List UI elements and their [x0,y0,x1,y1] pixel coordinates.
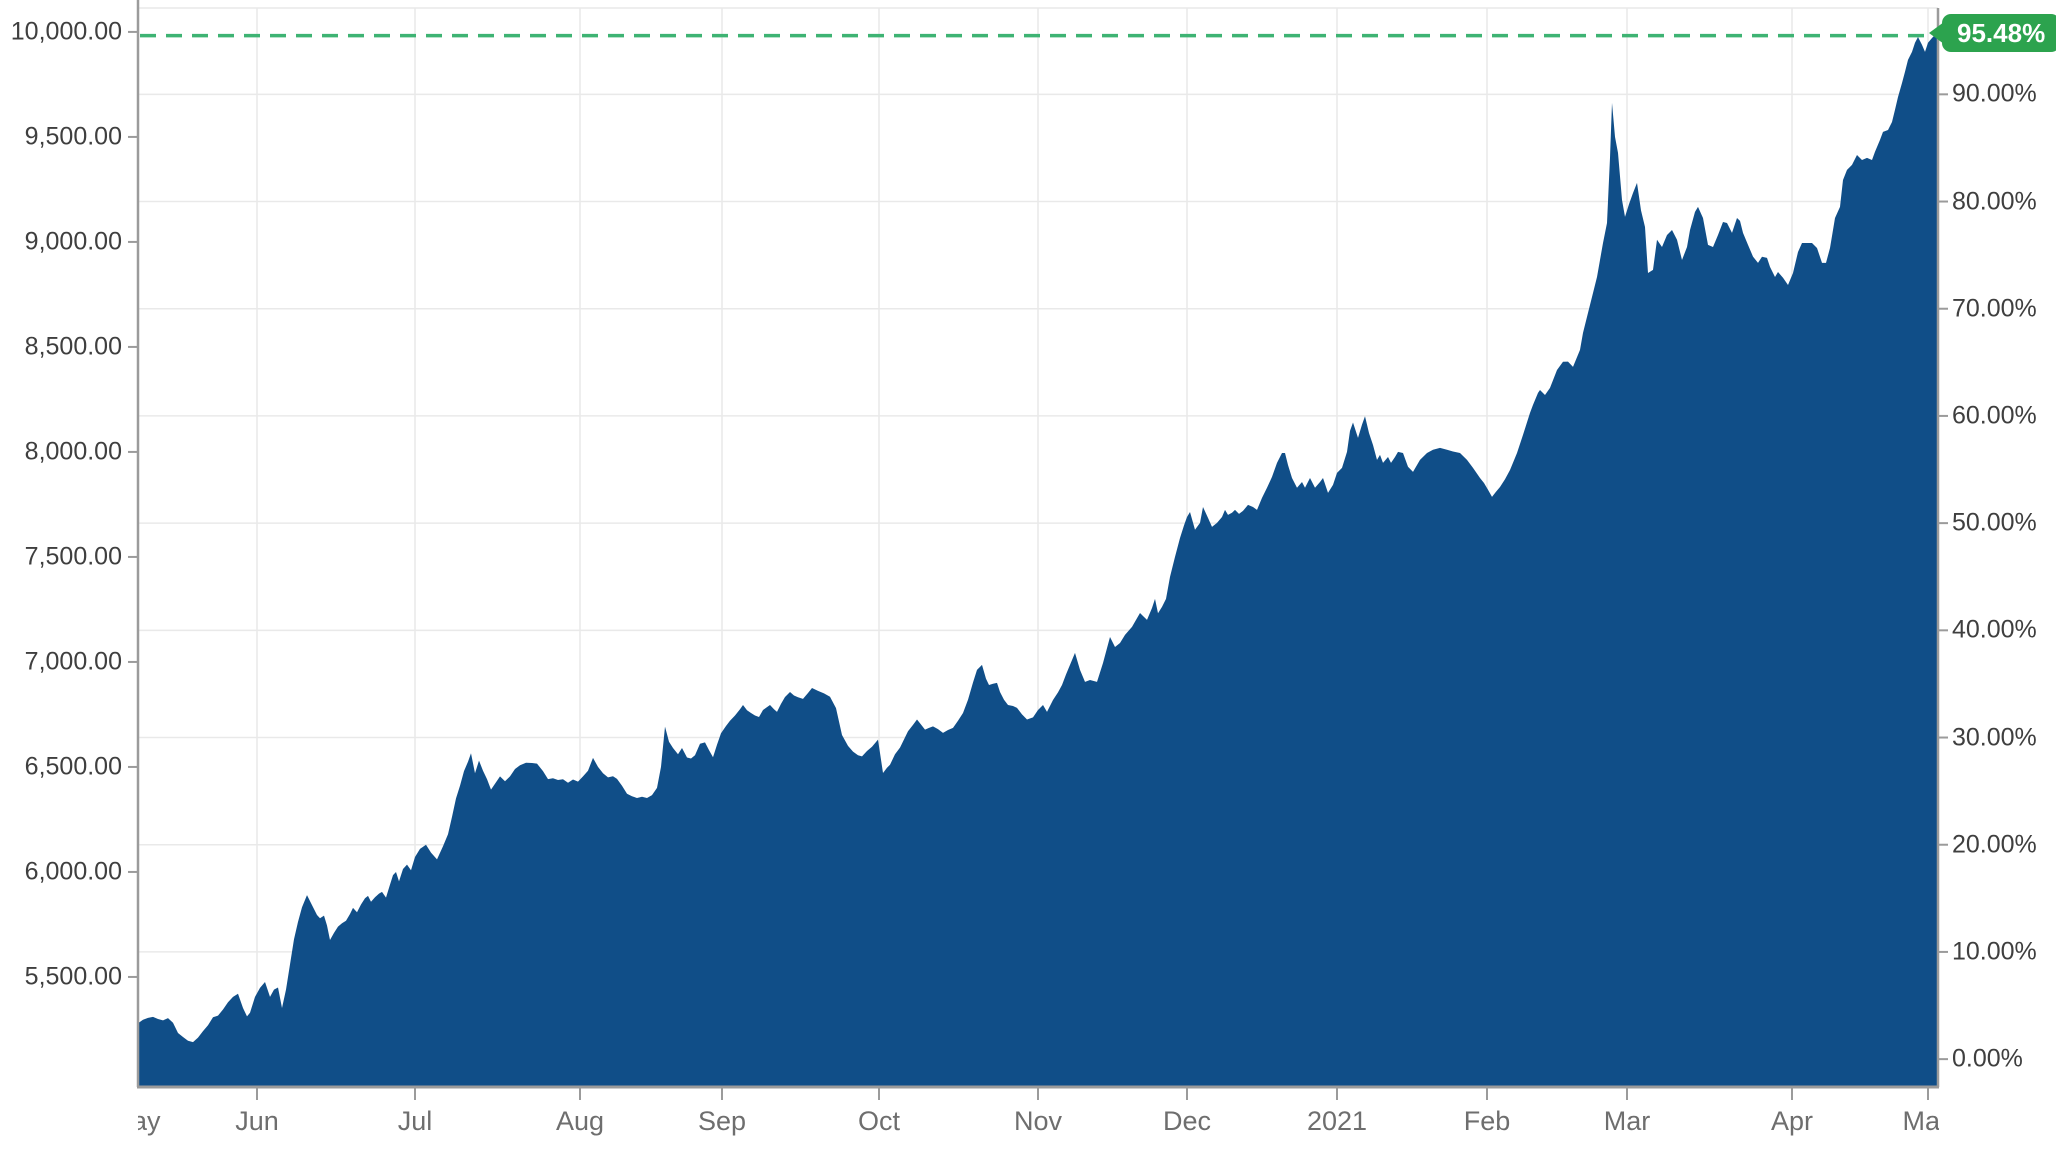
right-axis-tick-label: 20.00% [1952,830,2037,859]
x-axis-month-label: 2021 [1306,1106,1368,1136]
x-axis-month-label: May [138,1106,161,1136]
left-axis-tick-label: 8,000.00 [24,437,122,466]
left-axis-tick-label: 7,500.00 [24,542,122,571]
x-axis-month-label: Nov [1013,1106,1063,1136]
x-axis-labels: May Jun Jul Aug Sep Oct Nov Dec 2021 Feb Mar Apr May [138,1100,1939,1142]
x-axis-month-label: Jul [397,1106,433,1136]
right-axis-tick-label: 30.00% [1952,723,2037,752]
right-axis-tick-label: 90.00% [1952,79,2037,108]
left-axis-tick-label: 6,000.00 [24,857,122,886]
right-axis-tick-label: 70.00% [1952,294,2037,323]
x-axis-month-label: Dec [1162,1106,1212,1136]
right-axis-tick-label: 80.00% [1952,187,2037,216]
right-axis-tick-label: 60.00% [1952,401,2037,430]
left-axis-tick-label: 6,500.00 [24,752,122,781]
x-axis-month-label: Mar [1603,1106,1651,1136]
right-axis-tick-label: 50.00% [1952,508,2037,537]
x-axis-month-label: Aug [555,1106,605,1136]
x-axis-month-label: Feb [1463,1106,1511,1136]
left-axis-tick-label: 7,000.00 [24,647,122,676]
right-axis-tick-label: 0.00% [1952,1044,2023,1073]
last-value-label: 95.48% [1957,17,2046,48]
price-area-series [138,34,1938,1088]
x-axis-month-label: Oct [857,1106,901,1136]
x-axis-month-label: May [1902,1106,1939,1136]
left-axis-tick-label: 9,000.00 [24,227,122,256]
x-axis-month-label: Sep [697,1106,747,1136]
last-value-badge: 95.48% [1942,14,2056,52]
left-axis-tick-label: 9,500.00 [24,122,122,151]
left-axis-tick-label: 5,500.00 [24,962,122,991]
right-axis-tick-label: 40.00% [1952,615,2037,644]
left-axis-tick-label: 10,000.00 [10,17,122,46]
right-axis-tick-label: 10.00% [1952,937,2037,966]
x-axis-month-label: Jun [235,1106,279,1136]
left-axis-tick-label: 8,500.00 [24,332,122,361]
x-axis-month-label: Apr [1770,1106,1814,1136]
